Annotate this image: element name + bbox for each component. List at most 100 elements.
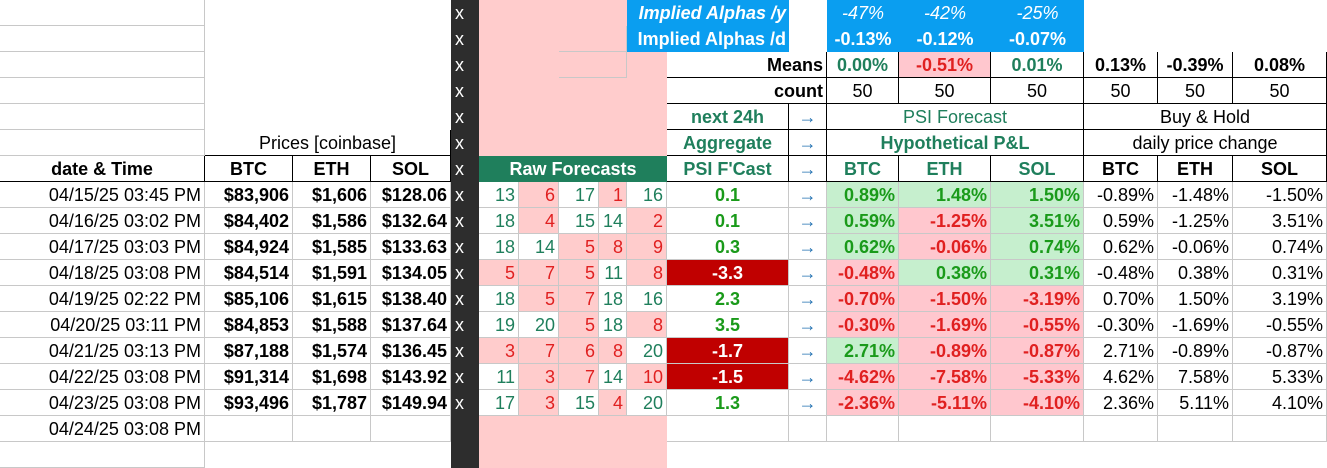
raw-forecast-value[interactable]: 15 — [559, 390, 599, 416]
pl-value[interactable]: -0.30% — [827, 312, 899, 338]
raw-forecast-value[interactable]: 14 — [599, 208, 627, 234]
raw-forecast-value[interactable]: 5 — [559, 260, 599, 286]
empty-cell[interactable] — [1233, 416, 1327, 442]
bh-change-value[interactable]: -1.25% — [1158, 208, 1233, 234]
pl-value[interactable]: -4.10% — [991, 390, 1084, 416]
bh-change-value[interactable]: -0.06% — [1158, 234, 1233, 260]
bh-change-value[interactable]: 1.50% — [1158, 286, 1233, 312]
empty-cell[interactable] — [789, 416, 827, 442]
empty-cell[interactable] — [827, 416, 899, 442]
empty-cell[interactable] — [0, 78, 205, 104]
bh-change-value[interactable]: -0.55% — [1233, 312, 1327, 338]
pl-value[interactable]: -1.50% — [899, 286, 991, 312]
pl-value[interactable]: -0.89% — [899, 338, 991, 364]
bh-change-value[interactable]: -0.87% — [1233, 338, 1327, 364]
row-sol-price[interactable]: $149.94 — [371, 390, 451, 416]
raw-forecast-value[interactable]: 3 — [519, 364, 559, 390]
raw-forecast-value[interactable]: 8 — [599, 338, 627, 364]
pl-value[interactable]: -0.70% — [827, 286, 899, 312]
pl-value[interactable]: 1.48% — [899, 182, 991, 208]
bh-change-value[interactable]: 0.70% — [1084, 286, 1158, 312]
psi-aggregate-value[interactable]: 0.1 — [667, 182, 789, 208]
row-btc-price[interactable]: $83,906 — [205, 182, 293, 208]
row-btc-price[interactable]: $91,314 — [205, 364, 293, 390]
psi-aggregate-value[interactable]: -1.7 — [667, 338, 789, 364]
raw-forecast-value[interactable]: 7 — [559, 286, 599, 312]
row-btc-price[interactable]: $84,514 — [205, 260, 293, 286]
pl-value[interactable]: -2.36% — [827, 390, 899, 416]
pl-value[interactable]: 0.38% — [899, 260, 991, 286]
bh-change-value[interactable]: 5.11% — [1158, 390, 1233, 416]
raw-forecast-value[interactable]: 16 — [627, 182, 667, 208]
raw-forecast-value[interactable]: 7 — [559, 364, 599, 390]
empty-cell[interactable] — [293, 416, 371, 442]
row-eth-price[interactable]: $1,586 — [293, 208, 371, 234]
raw-forecast-value[interactable]: 5 — [559, 234, 599, 260]
raw-forecast-value[interactable]: 5 — [559, 312, 599, 338]
bh-change-value[interactable]: 0.62% — [1084, 234, 1158, 260]
blank-cell[interactable] — [559, 26, 627, 52]
empty-cell[interactable] — [1158, 416, 1233, 442]
raw-forecast-value[interactable]: 2 — [627, 208, 667, 234]
empty-cell[interactable] — [371, 416, 451, 442]
row-datetime[interactable]: 04/22/25 03:08 PM — [0, 364, 205, 390]
pl-value[interactable]: -1.25% — [899, 208, 991, 234]
empty-cell[interactable] — [0, 104, 205, 130]
bh-change-value[interactable]: -0.89% — [1084, 182, 1158, 208]
raw-forecast-value[interactable]: 5 — [519, 286, 559, 312]
bh-change-value[interactable]: 0.31% — [1233, 260, 1327, 286]
row-datetime[interactable]: 04/23/25 03:08 PM — [0, 390, 205, 416]
raw-forecast-value[interactable]: 20 — [519, 312, 559, 338]
raw-forecast-value[interactable]: 11 — [599, 260, 627, 286]
row-sol-price[interactable]: $133.63 — [371, 234, 451, 260]
row-btc-price[interactable]: $93,496 — [205, 390, 293, 416]
row-eth-price[interactable]: $1,787 — [293, 390, 371, 416]
pl-value[interactable]: 0.74% — [991, 234, 1084, 260]
row-eth-price[interactable]: $1,615 — [293, 286, 371, 312]
bh-change-value[interactable]: -0.48% — [1084, 260, 1158, 286]
row-sol-price[interactable]: $138.40 — [371, 286, 451, 312]
empty-cell[interactable] — [205, 0, 451, 26]
raw-forecast-value[interactable]: 8 — [627, 312, 667, 338]
row-sol-price[interactable]: $128.06 — [371, 182, 451, 208]
psi-aggregate-value[interactable]: -3.3 — [667, 260, 789, 286]
bh-change-value[interactable]: 5.33% — [1233, 364, 1327, 390]
pl-value[interactable]: -4.62% — [827, 364, 899, 390]
row-datetime[interactable]: 04/17/25 03:03 PM — [0, 234, 205, 260]
raw-forecast-value[interactable]: 14 — [599, 364, 627, 390]
empty-cell[interactable] — [0, 442, 205, 468]
bh-change-value[interactable]: 2.36% — [1084, 390, 1158, 416]
pl-value[interactable]: -7.58% — [899, 364, 991, 390]
raw-forecast-value[interactable]: 4 — [519, 208, 559, 234]
pl-value[interactable]: -3.19% — [991, 286, 1084, 312]
pl-value[interactable]: 2.71% — [827, 338, 899, 364]
row-eth-price[interactable]: $1,574 — [293, 338, 371, 364]
row-datetime[interactable]: 04/19/25 02:22 PM — [0, 286, 205, 312]
pl-value[interactable]: -5.11% — [899, 390, 991, 416]
row-btc-price[interactable]: $87,188 — [205, 338, 293, 364]
psi-aggregate-value[interactable]: -1.5 — [667, 364, 789, 390]
bh-change-value[interactable]: -1.50% — [1233, 182, 1327, 208]
pl-value[interactable]: 0.89% — [827, 182, 899, 208]
raw-forecast-value[interactable]: 15 — [559, 208, 599, 234]
raw-forecast-value[interactable]: 14 — [519, 234, 559, 260]
row-datetime[interactable]: 04/15/25 03:45 PM — [0, 182, 205, 208]
raw-forecast-value[interactable]: 19 — [479, 312, 519, 338]
raw-forecast-value[interactable]: 18 — [599, 286, 627, 312]
raw-forecast-value[interactable]: 5 — [479, 260, 519, 286]
bh-change-value[interactable]: 0.59% — [1084, 208, 1158, 234]
pl-value[interactable]: -0.87% — [991, 338, 1084, 364]
empty-cell[interactable] — [0, 26, 205, 52]
blank-cell[interactable] — [559, 52, 627, 78]
bh-change-value[interactable]: 7.58% — [1158, 364, 1233, 390]
row-datetime[interactable]: 04/24/25 03:08 PM — [0, 416, 205, 442]
bh-change-value[interactable]: -0.89% — [1158, 338, 1233, 364]
raw-forecast-value[interactable]: 18 — [479, 286, 519, 312]
row-btc-price[interactable]: $85,106 — [205, 286, 293, 312]
row-sol-price[interactable]: $137.64 — [371, 312, 451, 338]
empty-cell[interactable] — [1084, 416, 1158, 442]
bh-change-value[interactable]: 2.71% — [1084, 338, 1158, 364]
empty-cell[interactable] — [205, 416, 293, 442]
raw-forecast-value[interactable]: 20 — [627, 390, 667, 416]
pl-value[interactable]: -0.06% — [899, 234, 991, 260]
